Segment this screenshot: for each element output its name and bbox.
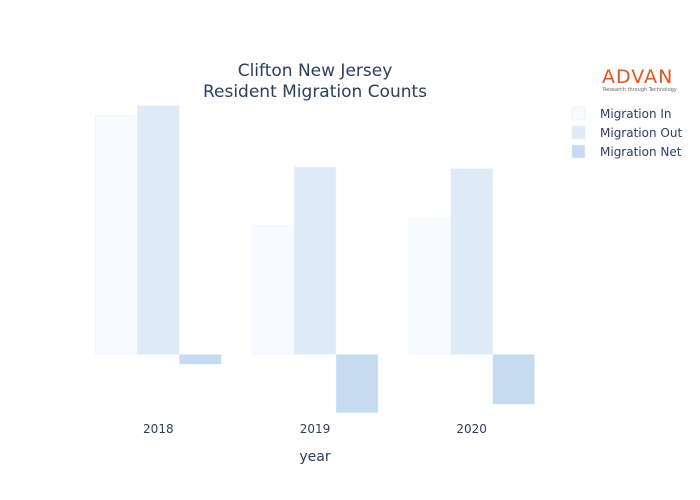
x-tick-2020: 2020 xyxy=(456,422,487,436)
advan-logo: ADVAN Research through Technology xyxy=(602,66,677,93)
bar-migration-out-2018[interactable] xyxy=(137,105,180,355)
logo-tagline: Research through Technology xyxy=(603,87,677,93)
x-tick-2018: 2018 xyxy=(143,422,174,436)
bar-migration-out-2020[interactable] xyxy=(450,168,493,355)
x-axis-label: year xyxy=(299,449,330,465)
x-tick-labels: 2018 2019 2020 xyxy=(143,422,487,436)
legend-swatch xyxy=(571,106,586,121)
bar-migration-net-2018[interactable] xyxy=(179,353,222,365)
bar-migration-in-2019[interactable] xyxy=(251,225,295,355)
legend-label: Migration Out xyxy=(600,126,682,140)
bars-layer xyxy=(95,105,535,414)
bar-migration-net-2019[interactable] xyxy=(335,353,379,414)
legend-item-migration-out[interactable]: Migration Out xyxy=(571,125,682,140)
legend-label: Migration Net xyxy=(600,145,682,159)
bar-migration-net-2020[interactable] xyxy=(492,353,535,405)
chart-title-line1: Clifton New Jersey xyxy=(238,61,393,81)
bar-migration-in-2018[interactable] xyxy=(95,115,138,355)
legend-item-migration-in[interactable]: Migration In xyxy=(571,106,672,121)
chart-title-line2: Resident Migration Counts xyxy=(203,82,427,102)
bar-migration-out-2019[interactable] xyxy=(293,166,337,355)
bar-migration-in-2020[interactable] xyxy=(408,218,451,355)
x-tick-2019: 2019 xyxy=(300,422,331,436)
legend-label: Migration In xyxy=(600,107,672,121)
logo-text: ADVAN xyxy=(602,66,673,88)
legend-item-migration-net[interactable]: Migration Net xyxy=(571,144,682,159)
legend-swatch xyxy=(571,125,586,140)
legend-swatch xyxy=(571,144,586,159)
chart-title: Clifton New Jersey Resident Migration Co… xyxy=(203,61,427,102)
legend[interactable]: Migration In Migration Out Migration Net xyxy=(571,106,682,159)
